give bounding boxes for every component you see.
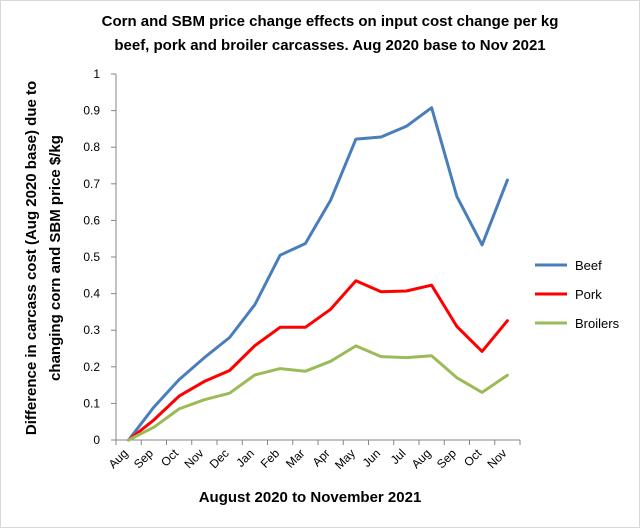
plot-area: 00.10.20.30.40.50.60.70.80.91 Aug Sep Oct N… bbox=[83, 67, 521, 472]
y-axis-ticks: 0 0.1 0.2 0.3 0.4 0.5 0.6 0.7 0.8 0.9 1 bbox=[83, 67, 116, 447]
chart-title-line-2: beef, pork and broiler carcasses. Aug 20… bbox=[114, 37, 545, 54]
x-tick-label: Oct bbox=[158, 446, 182, 470]
y-tick-label: 0.3 bbox=[83, 323, 100, 337]
x-tick-label: Nov bbox=[182, 446, 207, 471]
series-line-broilers bbox=[127, 344, 509, 442]
x-tick-label: Sep bbox=[434, 446, 459, 471]
y-axis-title-line-1: Difference in carcass cost (Aug 2020 bas… bbox=[23, 81, 40, 435]
y-tick-label: 0.1 bbox=[83, 396, 100, 410]
y-tick-label: 0 bbox=[93, 433, 100, 447]
x-tick-label: Aug bbox=[409, 446, 434, 471]
legend-label-beef: Beef bbox=[575, 258, 602, 273]
x-tick-label: Jul bbox=[388, 446, 409, 467]
x-tick-label: Jun bbox=[360, 446, 384, 470]
y-axis-title-line-2: changing corn and SBM price $/kg bbox=[47, 135, 64, 381]
x-tick-label: Oct bbox=[461, 446, 485, 470]
y-tick-label: 0.9 bbox=[83, 104, 100, 118]
x-tick-label: Nov bbox=[485, 446, 510, 471]
y-tick-label: 0.7 bbox=[83, 177, 100, 191]
x-axis-ticks: Aug Sep Oct Nov Dec Jan Feb Mar Apr May Jun Jul Aug S… bbox=[106, 440, 521, 472]
x-tick-label: Dec bbox=[207, 446, 232, 471]
y-tick-label: 1 bbox=[93, 67, 100, 81]
x-tick-label: Feb bbox=[258, 446, 283, 471]
x-tick-label: Jan bbox=[233, 446, 257, 470]
y-tick-label: 0.5 bbox=[83, 250, 100, 264]
y-tick-label: 0.4 bbox=[83, 287, 100, 301]
series-line-pork bbox=[127, 279, 509, 442]
x-tick-label: Mar bbox=[283, 446, 308, 471]
series-line-beef bbox=[127, 106, 509, 442]
y-tick-label: 0.6 bbox=[83, 213, 100, 227]
series-lines bbox=[127, 106, 509, 442]
chart-title-line-1: Corn and SBM price change effects on inp… bbox=[102, 13, 559, 30]
x-tick-label: May bbox=[332, 446, 358, 472]
legend-label-broilers: Broilers bbox=[575, 316, 620, 331]
y-tick-label: 0.2 bbox=[83, 360, 100, 374]
legend: Beef Pork Broilers bbox=[535, 258, 620, 331]
y-tick-label: 0.8 bbox=[83, 140, 100, 154]
x-axis-title: August 2020 to November 2021 bbox=[199, 489, 422, 506]
x-tick-label: Sep bbox=[131, 446, 156, 471]
legend-label-pork: Pork bbox=[575, 287, 602, 302]
x-tick-label: Apr bbox=[310, 446, 333, 469]
x-tick-label: Aug bbox=[106, 446, 131, 471]
